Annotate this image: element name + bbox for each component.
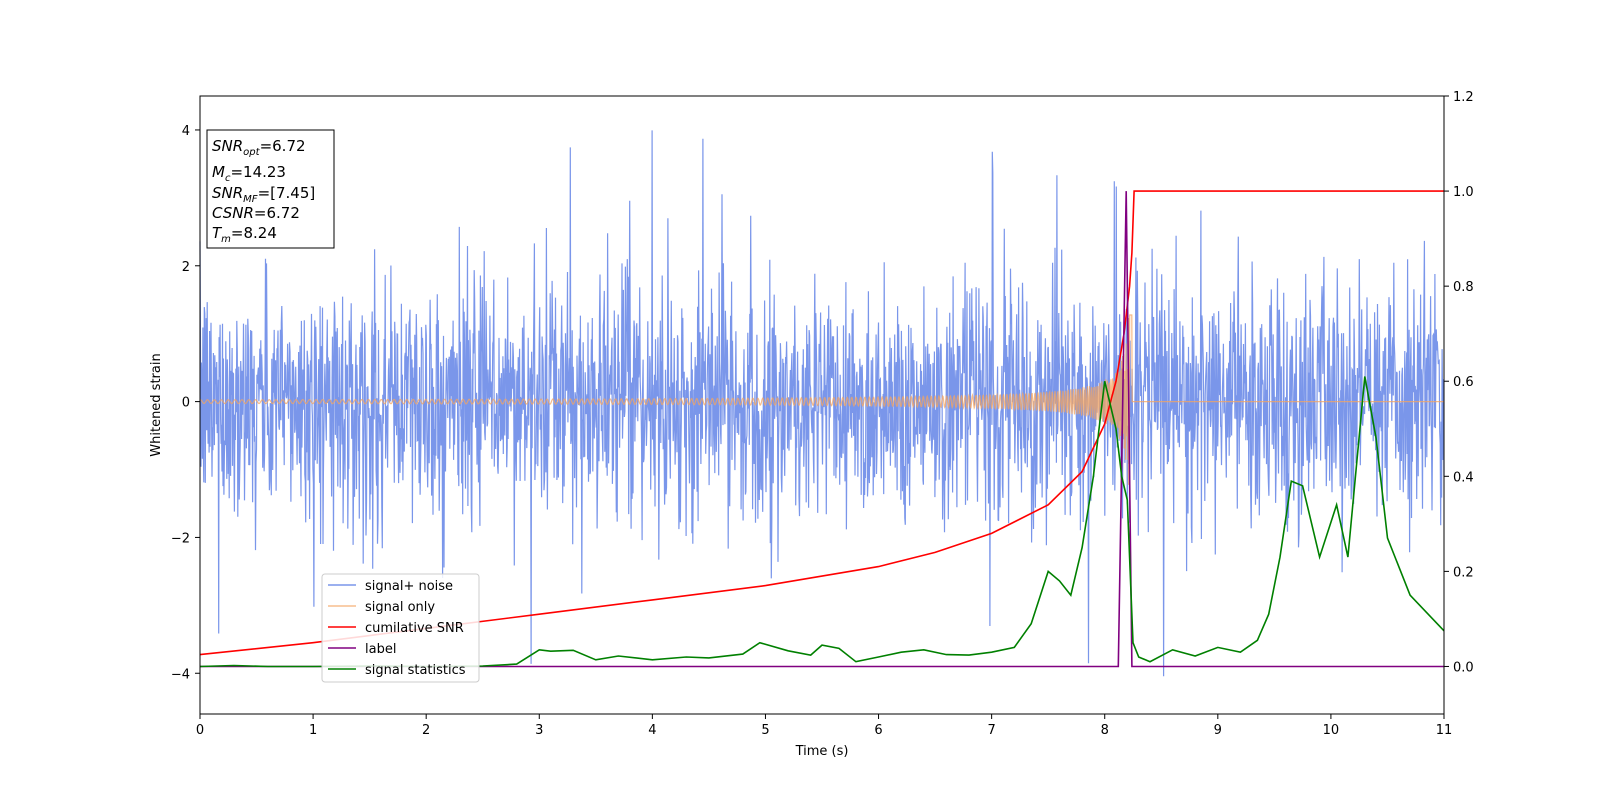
y-right-tick-label: 0.2 bbox=[1453, 565, 1474, 580]
legend-frame bbox=[321, 573, 480, 683]
y-left-tick-label: 2 bbox=[182, 260, 190, 275]
y-axis-left-ticks: −4 −2 0 2 4 bbox=[171, 124, 200, 682]
y-right-tick-label: 0.8 bbox=[1453, 280, 1474, 295]
y-right-tick-label: 1.0 bbox=[1453, 185, 1474, 200]
x-tick-label: 8 bbox=[1101, 723, 1109, 738]
annotation-csnr: CSNR=6.72 bbox=[212, 204, 300, 222]
x-axis-ticks: 0 1 2 3 4 5 6 7 8 9 10 11 bbox=[196, 714, 1452, 738]
annotation-frame bbox=[206, 129, 335, 249]
x-tick-label: 10 bbox=[1323, 723, 1340, 738]
annotation-mc: Mc=14.23 bbox=[212, 163, 286, 184]
annotation-tm: Tm=8.24 bbox=[212, 224, 277, 245]
x-tick-label: 7 bbox=[987, 723, 995, 738]
y-right-tick-label: 0.0 bbox=[1453, 660, 1474, 675]
x-axis-label: Time (s) bbox=[795, 744, 849, 759]
legend-label-label: label bbox=[365, 642, 396, 657]
legend-label-signal-noise: signal+ noise bbox=[365, 579, 453, 594]
annotation-snr-opt: SNRopt=6.72 bbox=[212, 137, 306, 158]
y-right-tick-label: 0.4 bbox=[1453, 470, 1474, 485]
x-tick-label: 6 bbox=[874, 723, 882, 738]
x-tick-label: 11 bbox=[1436, 723, 1453, 738]
y-left-tick-label: −2 bbox=[171, 531, 190, 546]
x-tick-label: 5 bbox=[761, 723, 769, 738]
series-label bbox=[200, 191, 1444, 668]
y-axis-label: Whitened strain bbox=[149, 353, 164, 456]
series-signal-only bbox=[199, 314, 1444, 485]
annotation-snr-mf: SNRMF=[7.45] bbox=[212, 184, 315, 205]
y-left-tick-label: 0 bbox=[182, 396, 190, 411]
y-axis-right-ticks: 0.0 0.2 0.4 0.6 0.8 1.0 1.2 bbox=[1444, 90, 1474, 675]
y-left-tick-label: 4 bbox=[182, 124, 190, 139]
axes-frame bbox=[199, 95, 1445, 715]
label-line bbox=[200, 191, 1444, 668]
series-cumilative-snr bbox=[199, 190, 1444, 656]
annotation-box: SNRopt=6.72 Mc=14.23 SNRMF=[7.45] CSNR=6… bbox=[206, 129, 335, 249]
y-right-tick-label: 1.2 bbox=[1453, 90, 1474, 105]
y-left-tick-label: −4 bbox=[171, 667, 190, 682]
x-tick-label: 4 bbox=[648, 723, 656, 738]
x-tick-label: 9 bbox=[1214, 723, 1222, 738]
x-tick-label: 0 bbox=[196, 723, 204, 738]
cumilative-snr-line bbox=[199, 190, 1444, 656]
legend-label-signal-statistics: signal statistics bbox=[365, 663, 466, 678]
legend: signal+ noise signal only cumilative SNR… bbox=[321, 573, 480, 683]
x-tick-label: 2 bbox=[422, 723, 430, 738]
series-signal-statistics bbox=[199, 376, 1445, 668]
signal-only-line bbox=[199, 314, 1444, 485]
x-tick-label: 1 bbox=[309, 723, 317, 738]
legend-label-cumilative-snr: cumilative SNR bbox=[365, 621, 464, 636]
y-right-tick-label: 0.6 bbox=[1453, 375, 1474, 390]
legend-label-signal-only: signal only bbox=[365, 600, 435, 615]
series-signal-noise bbox=[199, 130, 1445, 677]
signal-noise-line bbox=[199, 130, 1445, 677]
signal-statistics-line bbox=[199, 376, 1445, 668]
x-tick-label: 3 bbox=[535, 723, 543, 738]
